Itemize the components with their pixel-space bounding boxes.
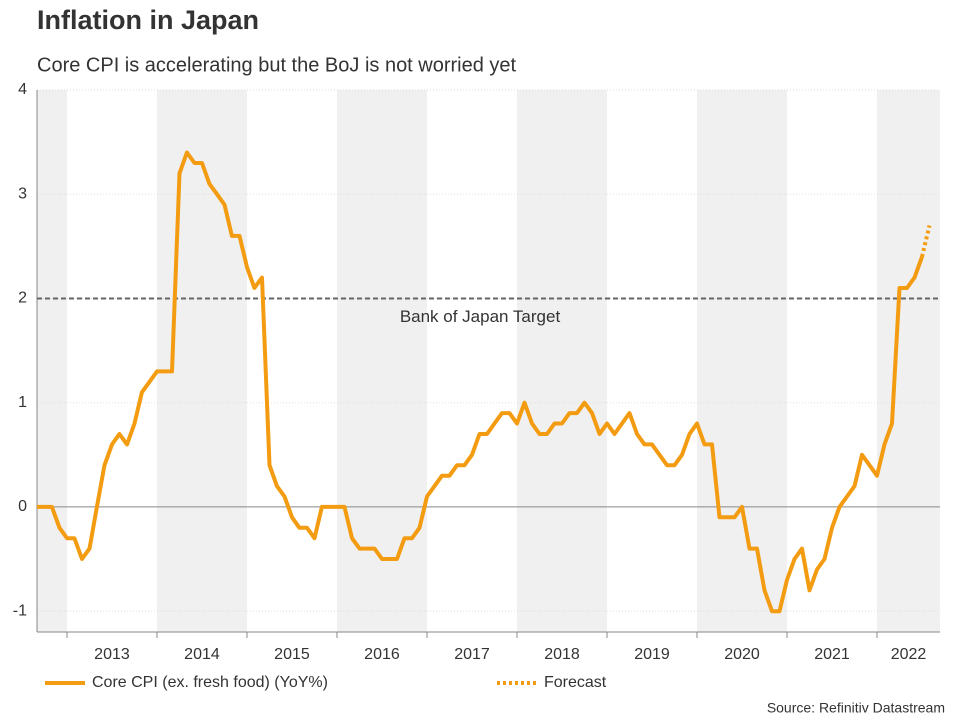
- year-band: [876, 90, 940, 632]
- y-tick-label: 1: [18, 394, 27, 411]
- x-tick-label: 2022: [891, 646, 927, 663]
- legend-label: Forecast: [544, 674, 607, 691]
- y-tick-label: 2: [18, 290, 27, 307]
- x-tick-label: 2014: [184, 646, 220, 663]
- series-line: [37, 150, 924, 614]
- x-tick-label: 2018: [544, 646, 580, 663]
- year-band: [37, 90, 67, 632]
- x-tick-label: 2020: [724, 646, 760, 663]
- year-band: [516, 90, 607, 632]
- x-tick-label: 2015: [274, 646, 310, 663]
- legend-label: Core CPI (ex. fresh food) (YoY%): [92, 674, 328, 691]
- x-tick-label: 2013: [94, 646, 130, 663]
- x-tick-label: 2016: [364, 646, 400, 663]
- reference-label: Bank of Japan Target: [400, 307, 561, 326]
- year-band: [336, 90, 427, 632]
- chart-title: Inflation in Japan: [37, 5, 259, 35]
- y-tick-label: 0: [18, 498, 27, 515]
- series-line: [920, 225, 932, 258]
- source: Source: Refinitiv Datastream: [767, 700, 945, 716]
- y-tick-label: 4: [18, 81, 27, 98]
- x-tick-label: 2019: [634, 646, 670, 663]
- x-tick-label: 2017: [454, 646, 490, 663]
- y-tick-label: 3: [18, 185, 27, 202]
- chart-subtitle: Core CPI is accelerating but the BoJ is …: [37, 54, 517, 76]
- x-tick-label: 2021: [814, 646, 850, 663]
- year-band: [696, 90, 787, 632]
- y-tick-label: -1: [13, 602, 27, 619]
